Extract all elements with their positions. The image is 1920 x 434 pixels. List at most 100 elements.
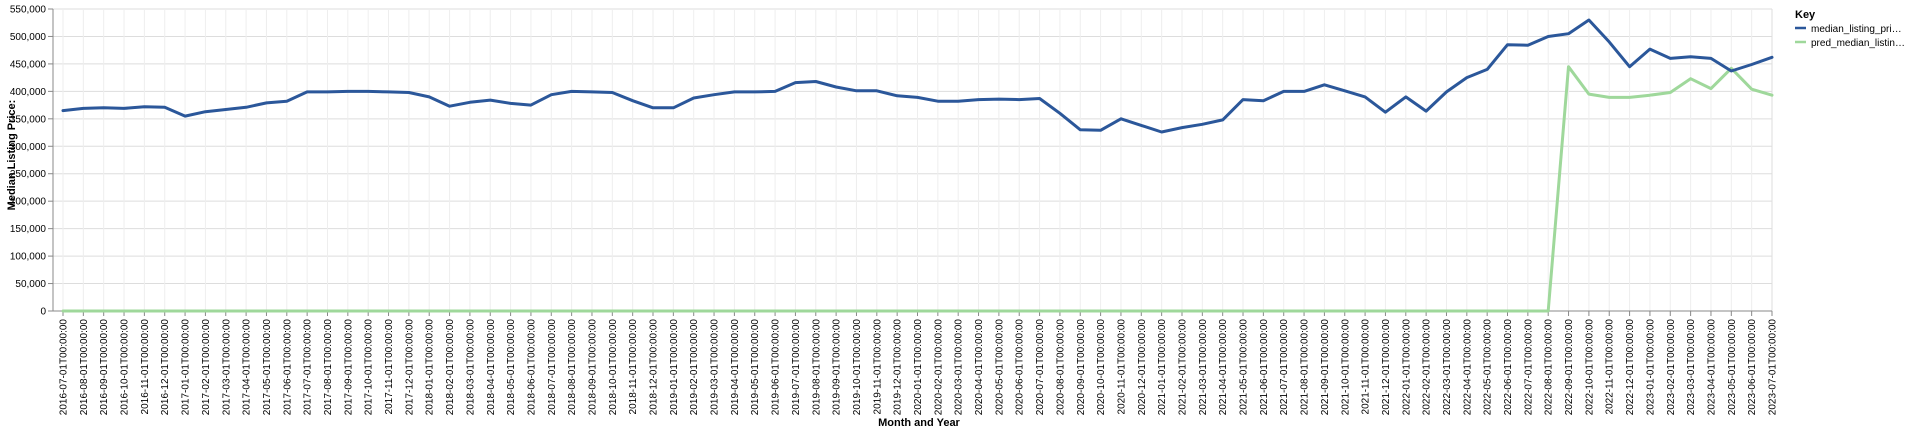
x-tick-label: 2017-04-01T00:00:00: [242, 319, 253, 416]
x-tick-label: 2017-11-01T00:00:00: [384, 319, 395, 415]
x-tick-label: 2022-08-01T00:00:00: [1544, 319, 1555, 416]
y-tick-label: 250,000: [10, 169, 47, 180]
x-tick-label: 2018-08-01T00:00:00: [567, 319, 578, 416]
x-tick-label: 2020-10-01T00:00:00: [1096, 319, 1107, 416]
x-tick-label: 2020-07-01T00:00:00: [1035, 319, 1046, 416]
x-tick-label: 2022-07-01T00:00:00: [1523, 319, 1534, 416]
x-tick-label: 2018-04-01T00:00:00: [486, 319, 497, 416]
x-tick-label: 2021-04-01T00:00:00: [1218, 319, 1229, 416]
gridlines: [53, 8, 1773, 312]
x-tick-label: 2019-07-01T00:00:00: [791, 319, 802, 416]
x-tick-label: 2020-02-01T00:00:00: [933, 319, 944, 416]
x-tick-label: 2016-11-01T00:00:00: [140, 319, 151, 415]
x-tick-label: 2020-06-01T00:00:00: [1015, 319, 1026, 416]
x-tick-label: 2022-12-01T00:00:00: [1625, 319, 1636, 416]
x-tick-label: 2018-03-01T00:00:00: [465, 319, 476, 416]
x-tick-label: 2022-01-01T00:00:00: [1401, 319, 1412, 416]
x-tick-label: 2017-03-01T00:00:00: [221, 319, 232, 416]
x-tick-label: 2017-10-01T00:00:00: [364, 319, 375, 416]
x-tick-label: 2023-06-01T00:00:00: [1747, 319, 1758, 416]
x-tick-label: 2019-08-01T00:00:00: [811, 319, 822, 416]
series-lines: [61, 18, 1774, 313]
x-tick-label: 2016-07-01T00:00:00: [59, 319, 70, 416]
x-tick-label: 2016-08-01T00:00:00: [79, 319, 90, 416]
x-tick-label: 2022-04-01T00:00:00: [1462, 319, 1473, 416]
y-tick-label: 350,000: [10, 114, 47, 125]
x-tick-label: 2019-11-01T00:00:00: [872, 319, 883, 415]
x-tick-label: 2023-05-01T00:00:00: [1727, 319, 1738, 416]
x-tick-label: 2016-10-01T00:00:00: [120, 319, 131, 416]
x-tick-label: 2019-03-01T00:00:00: [710, 319, 721, 416]
x-tick-label: 2020-05-01T00:00:00: [994, 319, 1005, 416]
x-axis-title: Month and Year: [878, 417, 960, 429]
x-tick-label: 2021-10-01T00:00:00: [1340, 319, 1351, 416]
x-tick-label: 2019-06-01T00:00:00: [771, 319, 782, 416]
x-tick-label: 2020-08-01T00:00:00: [1055, 319, 1066, 416]
x-tick-label: 2018-11-01T00:00:00: [628, 319, 639, 415]
x-tick-label: 2020-04-01T00:00:00: [974, 319, 985, 416]
x-tick-label: 2020-11-01T00:00:00: [1116, 319, 1127, 415]
series-line-median-listing-price: [61, 18, 1774, 134]
y-tick-label: 500,000: [10, 32, 47, 43]
x-tick-label: 2021-06-01T00:00:00: [1259, 319, 1270, 416]
x-tick-label: 2023-04-01T00:00:00: [1706, 319, 1717, 416]
y-tick-label: 100,000: [10, 252, 47, 263]
x-tick-label: 2023-02-01T00:00:00: [1666, 319, 1677, 416]
legend: Key median_listing_pri… pred_median_listi…: [1795, 9, 1905, 49]
x-tick-label: 2016-12-01T00:00:00: [160, 319, 171, 416]
x-tick-label: 2022-10-01T00:00:00: [1584, 319, 1595, 416]
x-tick-label: 2022-06-01T00:00:00: [1503, 319, 1514, 416]
x-tick-label: 2017-09-01T00:00:00: [343, 319, 354, 416]
y-tick-label: 50,000: [15, 279, 46, 290]
legend-label: pred_median_listin…: [1811, 38, 1905, 49]
x-tick-label: 2017-06-01T00:00:00: [282, 319, 293, 416]
x-tick-label: 2021-11-01T00:00:00: [1361, 319, 1372, 415]
x-tick-label: 2023-03-01T00:00:00: [1686, 319, 1697, 416]
x-tick-label: 2018-10-01T00:00:00: [608, 319, 619, 416]
x-tick-label: 2017-07-01T00:00:00: [303, 319, 314, 416]
x-tick-label: 2019-12-01T00:00:00: [893, 319, 904, 416]
x-tick-label: 2021-12-01T00:00:00: [1381, 319, 1392, 416]
x-tick-label: 2016-09-01T00:00:00: [99, 319, 110, 416]
x-tick-label: 2020-09-01T00:00:00: [1076, 319, 1087, 416]
x-tick-label: 2021-02-01T00:00:00: [1177, 319, 1188, 416]
x-tick-label: 2021-05-01T00:00:00: [1239, 319, 1250, 416]
x-tick-label: 2017-05-01T00:00:00: [262, 319, 273, 416]
x-tick-label: 2022-03-01T00:00:00: [1442, 319, 1453, 416]
x-tick-label: 2018-05-01T00:00:00: [506, 319, 517, 416]
x-tick-label: 2017-01-01T00:00:00: [181, 319, 192, 416]
x-tick-label: 2022-09-01T00:00:00: [1564, 319, 1575, 416]
y-tick-label: 200,000: [10, 197, 47, 208]
y-tick-label: 300,000: [10, 142, 47, 153]
x-tick-label: 2023-01-01T00:00:00: [1645, 319, 1656, 416]
x-tick-label: 2018-01-01T00:00:00: [425, 319, 436, 416]
series-line-pred-median-listing-price: [61, 65, 1774, 313]
y-axis-title: Median Listing Price:: [6, 100, 18, 211]
x-tick-label: 2018-12-01T00:00:00: [649, 319, 660, 416]
y-tick-label: 550,000: [10, 5, 47, 16]
x-tick-label: 2019-09-01T00:00:00: [832, 319, 843, 416]
x-tick-label: 2020-12-01T00:00:00: [1137, 319, 1148, 416]
x-tick-label: 2022-02-01T00:00:00: [1422, 319, 1433, 416]
axes: 0 50,000 100,000 150,000 200,000 250,000 300,0…: [10, 5, 1779, 416]
y-tick-label: 0: [40, 307, 46, 318]
x-tick-label: 2023-07-01T00:00:00: [1768, 319, 1779, 416]
x-tick-label: 2018-07-01T00:00:00: [547, 319, 558, 416]
x-tick-label: 2018-02-01T00:00:00: [445, 319, 456, 416]
x-tick-label: 2017-08-01T00:00:00: [323, 319, 334, 416]
y-tick-label: 150,000: [10, 224, 47, 235]
x-tick-label: 2022-05-01T00:00:00: [1483, 319, 1494, 416]
y-tick-label: 450,000: [10, 59, 47, 70]
x-tick-label: 2019-01-01T00:00:00: [669, 319, 680, 416]
x-tick-label: 2017-02-01T00:00:00: [201, 319, 212, 416]
x-tick-label: 2019-04-01T00:00:00: [730, 319, 741, 416]
x-tick-label: 2022-11-01T00:00:00: [1605, 319, 1616, 415]
x-tick-label: 2018-09-01T00:00:00: [587, 319, 598, 416]
x-tick-label: 2019-05-01T00:00:00: [750, 319, 761, 416]
y-tick-label: 400,000: [10, 87, 47, 98]
x-tick-label: 2021-07-01T00:00:00: [1279, 319, 1290, 416]
x-tick-label: 2017-12-01T00:00:00: [404, 319, 415, 416]
x-tick-label: 2020-03-01T00:00:00: [954, 319, 965, 416]
legend-title: Key: [1795, 9, 1816, 21]
